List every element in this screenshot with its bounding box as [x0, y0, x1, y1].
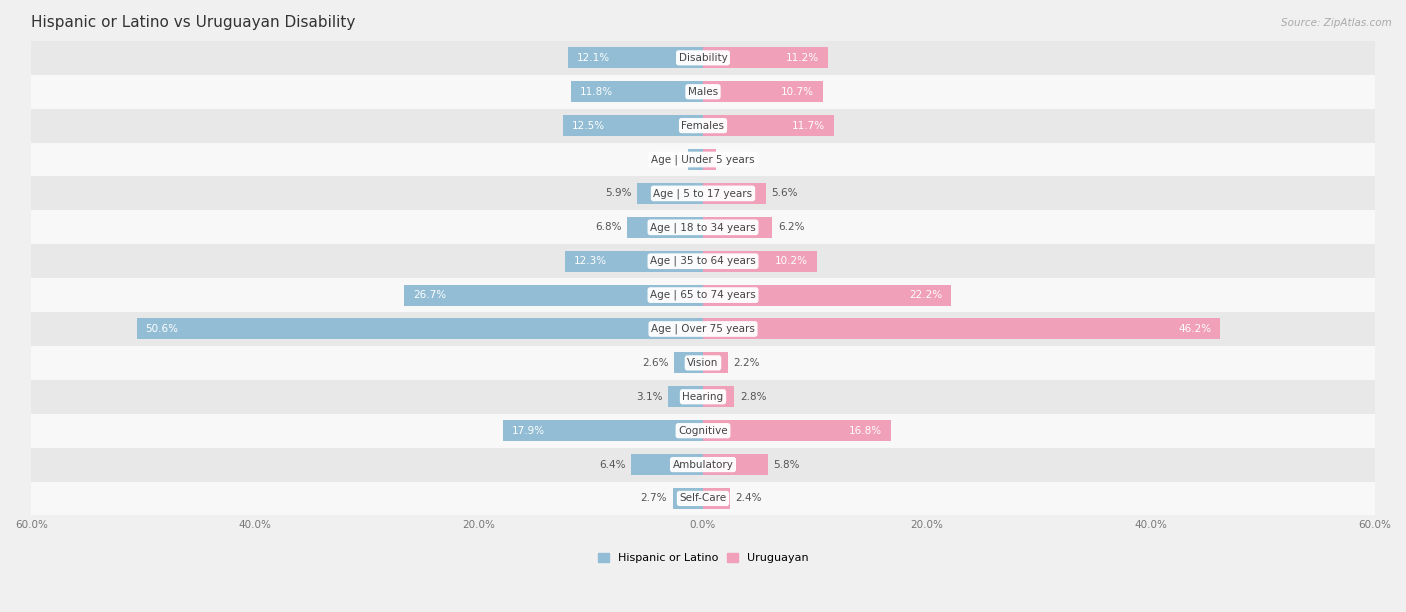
Bar [571, 81, 703, 102]
Bar [31, 143, 1375, 176]
Text: Age | 35 to 64 years: Age | 35 to 64 years [650, 256, 756, 266]
Bar [31, 278, 1375, 312]
Text: Disability: Disability [679, 53, 727, 63]
Text: Age | Over 75 years: Age | Over 75 years [651, 324, 755, 334]
Bar [703, 149, 717, 170]
Text: 17.9%: 17.9% [512, 426, 544, 436]
Bar [404, 285, 703, 305]
Bar [31, 447, 1375, 482]
Text: 2.4%: 2.4% [735, 493, 762, 504]
Bar [668, 386, 703, 407]
Text: Hearing: Hearing [682, 392, 724, 401]
Bar [565, 251, 703, 272]
Text: 10.7%: 10.7% [780, 87, 814, 97]
Text: 16.8%: 16.8% [849, 426, 882, 436]
Text: 2.8%: 2.8% [740, 392, 766, 401]
Bar [703, 285, 952, 305]
Text: 2.7%: 2.7% [641, 493, 668, 504]
Bar [703, 353, 728, 373]
Bar [637, 183, 703, 204]
Bar [703, 81, 823, 102]
Bar [31, 109, 1375, 143]
Bar [31, 41, 1375, 75]
Bar [703, 115, 834, 136]
Text: Age | 18 to 34 years: Age | 18 to 34 years [650, 222, 756, 233]
Bar [703, 488, 730, 509]
Bar [31, 380, 1375, 414]
Bar [673, 488, 703, 509]
Bar [703, 386, 734, 407]
Text: 50.6%: 50.6% [146, 324, 179, 334]
Bar [562, 115, 703, 136]
Text: 11.2%: 11.2% [786, 53, 820, 63]
Bar [31, 482, 1375, 515]
Text: 12.3%: 12.3% [574, 256, 607, 266]
Bar [703, 454, 768, 475]
Text: Males: Males [688, 87, 718, 97]
Text: 6.4%: 6.4% [599, 460, 626, 469]
Text: 46.2%: 46.2% [1178, 324, 1211, 334]
Bar [703, 251, 817, 272]
Bar [503, 420, 703, 441]
Text: 6.2%: 6.2% [778, 222, 804, 233]
Text: Age | 65 to 74 years: Age | 65 to 74 years [650, 290, 756, 300]
Legend: Hispanic or Latino, Uruguayan: Hispanic or Latino, Uruguayan [595, 550, 811, 567]
Bar [689, 149, 703, 170]
Text: Ambulatory: Ambulatory [672, 460, 734, 469]
Bar [31, 312, 1375, 346]
Text: 1.3%: 1.3% [657, 154, 683, 165]
Bar [31, 244, 1375, 278]
Text: Source: ZipAtlas.com: Source: ZipAtlas.com [1281, 18, 1392, 28]
Bar [136, 318, 703, 340]
Text: 22.2%: 22.2% [910, 290, 942, 300]
Text: 6.8%: 6.8% [595, 222, 621, 233]
Text: 26.7%: 26.7% [413, 290, 446, 300]
Bar [627, 217, 703, 238]
Text: Hispanic or Latino vs Uruguayan Disability: Hispanic or Latino vs Uruguayan Disabili… [31, 15, 356, 30]
Text: 5.9%: 5.9% [605, 188, 631, 198]
Text: Age | 5 to 17 years: Age | 5 to 17 years [654, 188, 752, 199]
Bar [673, 353, 703, 373]
Bar [31, 211, 1375, 244]
Text: 5.6%: 5.6% [772, 188, 797, 198]
Bar [31, 75, 1375, 109]
Bar [31, 414, 1375, 447]
Bar [631, 454, 703, 475]
Text: Cognitive: Cognitive [678, 426, 728, 436]
Bar [703, 47, 828, 69]
Bar [31, 346, 1375, 380]
Text: Vision: Vision [688, 358, 718, 368]
Text: 12.5%: 12.5% [572, 121, 605, 130]
Text: Self-Care: Self-Care [679, 493, 727, 504]
Text: 10.2%: 10.2% [775, 256, 808, 266]
Text: 1.2%: 1.2% [723, 154, 748, 165]
Text: 3.1%: 3.1% [636, 392, 662, 401]
Text: Age | Under 5 years: Age | Under 5 years [651, 154, 755, 165]
Text: Females: Females [682, 121, 724, 130]
Text: 2.2%: 2.2% [733, 358, 759, 368]
Text: 5.8%: 5.8% [773, 460, 800, 469]
Text: 11.7%: 11.7% [792, 121, 825, 130]
Bar [703, 217, 772, 238]
Text: 2.6%: 2.6% [641, 358, 668, 368]
Text: 12.1%: 12.1% [576, 53, 610, 63]
Bar [568, 47, 703, 69]
Bar [703, 420, 891, 441]
Text: 11.8%: 11.8% [579, 87, 613, 97]
Bar [703, 183, 766, 204]
Bar [31, 176, 1375, 211]
Bar [703, 318, 1220, 340]
